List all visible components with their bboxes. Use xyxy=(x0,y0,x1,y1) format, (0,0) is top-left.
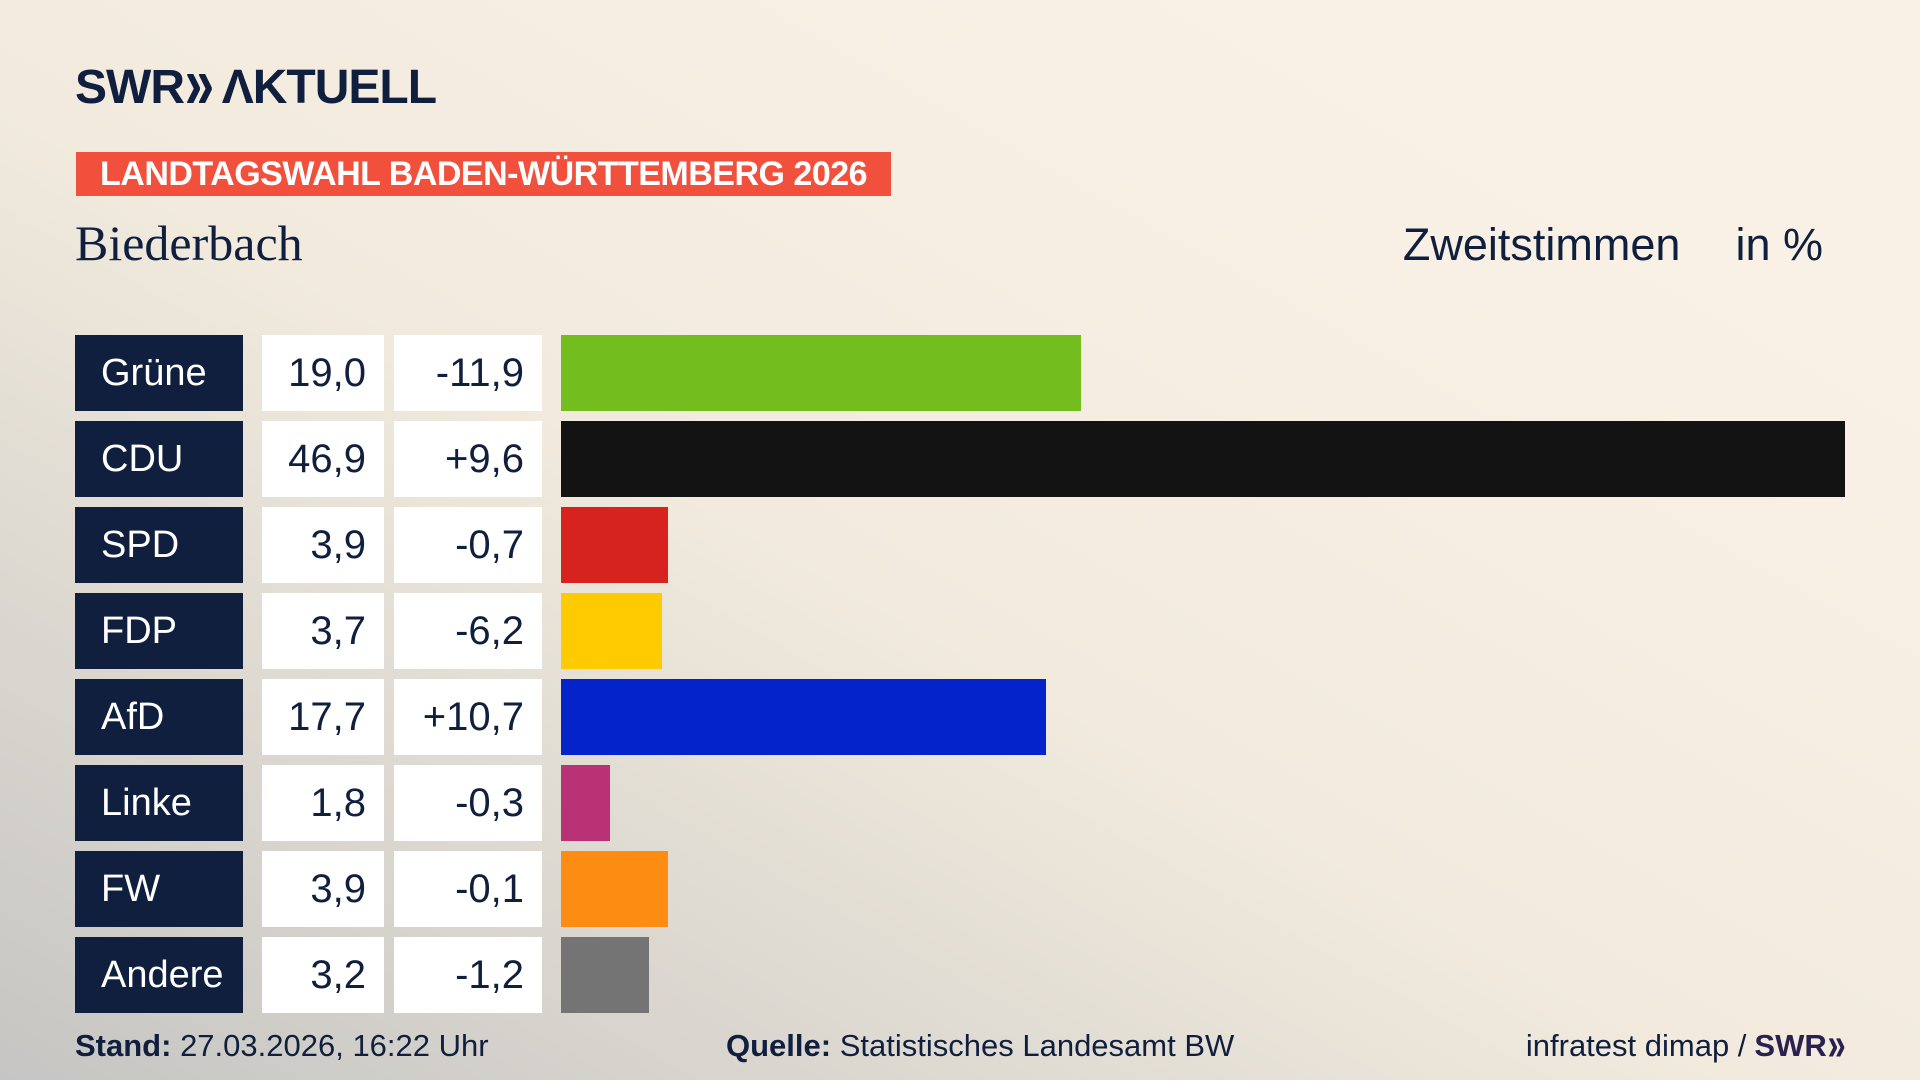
quelle-value: Statistisches Landesamt BW xyxy=(839,1028,1235,1063)
stand-label: Stand: xyxy=(75,1028,172,1063)
value-cell: 3,7 xyxy=(262,593,384,669)
bar xyxy=(561,765,611,841)
bar xyxy=(561,679,1046,755)
credit-text: infratest dimap / xyxy=(1525,1028,1747,1063)
value-cell: 17,7 xyxy=(262,679,384,755)
stand-timestamp: Stand: 27.03.2026, 16:22 Uhr xyxy=(75,1026,489,1066)
bar-track xyxy=(561,937,1845,1013)
bar-track xyxy=(561,851,1845,927)
chart-row: Andere 3,2 -1,2 xyxy=(0,937,1920,1013)
change-cell: -0,3 xyxy=(394,765,542,841)
value-cell: 3,9 xyxy=(262,851,384,927)
bar xyxy=(561,507,668,583)
bar-track xyxy=(561,421,1845,497)
change-cell: -0,7 xyxy=(394,507,542,583)
value-cell: 3,9 xyxy=(262,507,384,583)
chart-row: Linke 1,8 -0,3 xyxy=(0,765,1920,841)
party-label: Linke xyxy=(75,765,243,841)
quelle-label: Quelle: xyxy=(726,1028,832,1063)
election-banner: LANDTAGSWAHL BADEN-WÜRTTEMBERG 2026 xyxy=(76,152,892,196)
chevrons-icon: » xyxy=(184,43,214,126)
measure-label: Zweitstimmen xyxy=(1402,219,1681,270)
change-cell: -6,2 xyxy=(394,593,542,669)
value-cell: 1,8 xyxy=(262,765,384,841)
change-cell: -11,9 xyxy=(394,335,542,411)
bar xyxy=(561,937,649,1013)
value-cell: 19,0 xyxy=(262,335,384,411)
bar-track xyxy=(561,335,1845,411)
chart-row: CDU 46,9 +9,6 xyxy=(0,421,1920,497)
bar xyxy=(561,421,1845,497)
measure-title: Zweitstimmen in % xyxy=(1403,219,1823,271)
party-label: FW xyxy=(75,851,243,927)
source-note: Quelle: Statistisches Landesamt BW xyxy=(726,1026,1234,1066)
change-cell: -0,1 xyxy=(394,851,542,927)
party-label: SPD xyxy=(75,507,243,583)
credit-note: infratest dimap / SWR» xyxy=(1525,1018,1846,1071)
bar xyxy=(561,335,1082,411)
swr-aktuell-logo: SWR» ΛKTUELL xyxy=(75,47,437,121)
party-label: Andere xyxy=(75,937,243,1013)
logo-suffix-text: ΛKTUELL xyxy=(221,61,437,114)
municipality-title: Biederbach xyxy=(75,215,303,271)
chart-row: FW 3,9 -0,1 xyxy=(0,851,1920,927)
party-label: Grüne xyxy=(75,335,243,411)
bar xyxy=(561,851,668,927)
logo-brand-text: SWR xyxy=(75,61,185,114)
stand-value: 27.03.2026, 16:22 Uhr xyxy=(180,1028,489,1063)
chart-row: SPD 3,9 -0,7 xyxy=(0,507,1920,583)
unit-label: in % xyxy=(1735,219,1823,270)
change-cell: -1,2 xyxy=(394,937,542,1013)
credit-chevrons-icon: » xyxy=(1827,1017,1846,1071)
bar xyxy=(561,593,663,669)
bar-track xyxy=(561,679,1845,755)
party-label: FDP xyxy=(75,593,243,669)
title-row: Biederbach Zweitstimmen in % xyxy=(75,214,1823,276)
chart-row: AfD 17,7 +10,7 xyxy=(0,679,1920,755)
bar-track xyxy=(561,765,1845,841)
chart-row: FDP 3,7 -6,2 xyxy=(0,593,1920,669)
party-label: AfD xyxy=(75,679,243,755)
value-cell: 46,9 xyxy=(262,421,384,497)
chart-row: Grüne 19,0 -11,9 xyxy=(0,335,1920,411)
credit-swr-logo: SWR» xyxy=(1754,1018,1845,1071)
credit-brand-text: SWR xyxy=(1754,1028,1827,1063)
footer: Stand: 27.03.2026, 16:22 Uhr Quelle: Sta… xyxy=(0,1018,1920,1071)
bar-track xyxy=(561,507,1845,583)
change-cell: +9,6 xyxy=(394,421,542,497)
value-cell: 3,2 xyxy=(262,937,384,1013)
change-cell: +10,7 xyxy=(394,679,542,755)
bar-track xyxy=(561,593,1845,669)
party-label: CDU xyxy=(75,421,243,497)
